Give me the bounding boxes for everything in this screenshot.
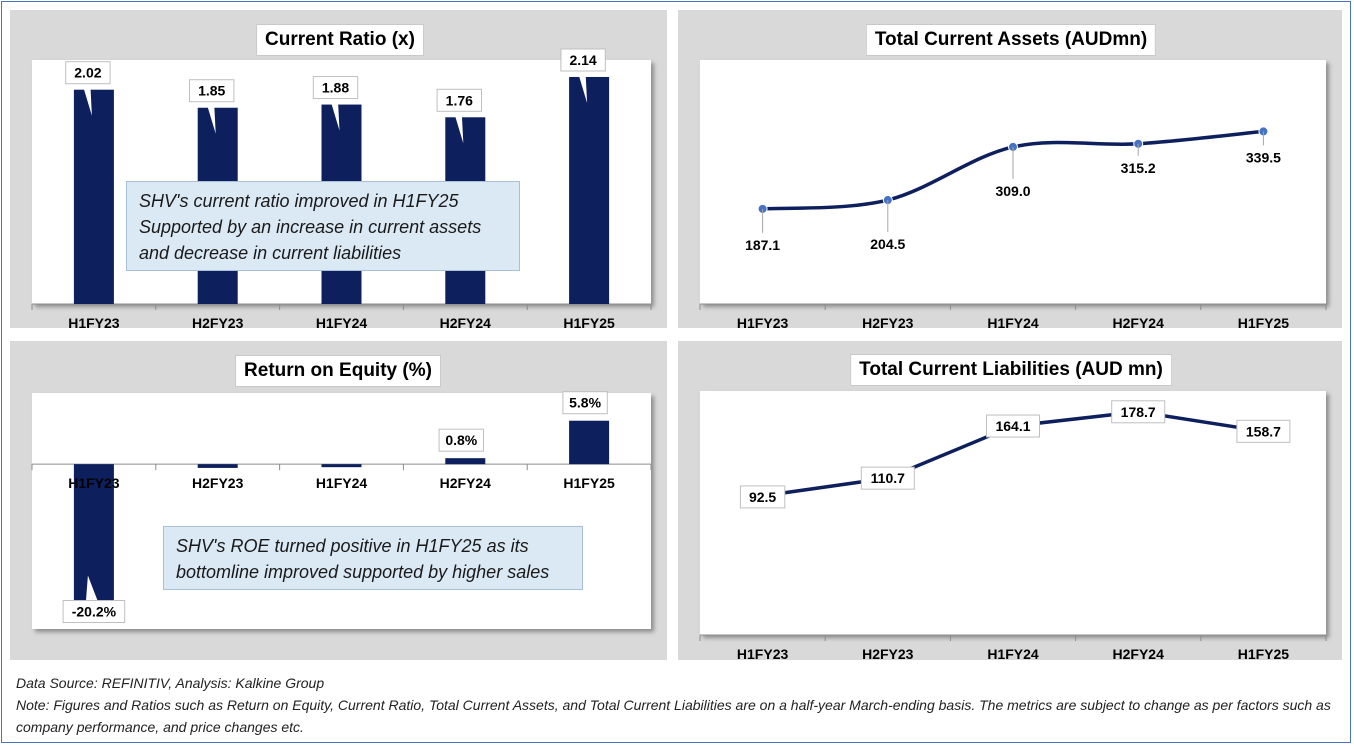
data-label-box: [986, 414, 1040, 438]
data-label-box: [436, 88, 483, 112]
roe-callout: SHV's ROE turned positive in H1FY25 as i…: [163, 526, 583, 590]
callout-line: SHV's ROE turned positive in H1FY25 as i…: [176, 536, 529, 556]
current-ratio-callout: SHV's current ratio improved in H1FY25 S…: [126, 181, 520, 271]
data-label-box: [438, 428, 485, 452]
callout-line: and decrease in current liabilities: [139, 243, 402, 263]
data-label-box: [65, 61, 111, 85]
x-tick-label: H1FY24: [316, 475, 368, 491]
data-label: 309.0: [995, 183, 1030, 199]
current-assets-title: Total Current Assets (AUDmn): [865, 24, 1157, 56]
x-tick-label: H1FY23: [68, 475, 120, 491]
data-label: 164.1: [995, 418, 1030, 434]
bar: [569, 76, 610, 305]
data-label: -20.2%: [72, 604, 117, 620]
data-label-box: [62, 600, 126, 624]
data-label-box: [860, 466, 915, 490]
label-pointer: [451, 103, 464, 144]
x-tick-label: H1FY25: [1238, 315, 1290, 331]
data-label: 339.5: [1246, 149, 1281, 165]
callout-line: Supported by an increase in current asse…: [139, 217, 482, 237]
data-label: 110.7: [871, 470, 905, 486]
current-assets-panel: 187.1 H1FY23 204.5 H2FY23 309.0 H1FY24 315.2 H2…: [678, 10, 1342, 331]
label-pointer: [575, 62, 588, 103]
data-label-box: [562, 391, 608, 415]
label-pointer: [327, 90, 340, 131]
data-label: 2.14: [569, 52, 596, 68]
current-ratio-panel: 2.02 H1FY23 1.85 H2FY23 1.88 H1FY24 1.76 H2FY24…: [10, 10, 667, 331]
roe-title: Return on Equity (%): [235, 355, 441, 387]
bar: [197, 464, 238, 468]
bar: [73, 464, 114, 616]
data-label-box: [1236, 419, 1291, 443]
data-source-text: Data Source: REFINITIV, Analysis: Kalkin…: [16, 675, 325, 691]
roe-plot: H1FY23 -20.2% H2FY23 H1FY24 H2FY24 0.8% H1FY25…: [31, 391, 652, 629]
data-label: 204.5: [870, 236, 905, 252]
data-label: 2.02: [74, 65, 101, 81]
label-pointer: [85, 575, 98, 602]
data-label-box: [189, 79, 235, 103]
current-liabilities-chart: 92.5 H1FY23 110.7 H2FY23 164.1 H1FY24 178.7 H2F…: [699, 400, 1327, 662]
x-tick-label: H1FY25: [563, 315, 615, 331]
current-assets-chart: 187.1 H1FY23 204.5 H2FY23 309.0 H1FY24 315.2 H2…: [699, 126, 1327, 331]
roe-chart: H1FY23 -20.2% H2FY23 H1FY24 H2FY24 0.8% H1FY25…: [31, 391, 652, 624]
data-label: 187.1: [745, 237, 780, 253]
current-ratio-title: Current Ratio (x): [256, 24, 424, 56]
bar: [569, 420, 610, 465]
data-label-box: [560, 48, 606, 72]
data-label-box: [1111, 400, 1166, 424]
data-label: 158.7: [1246, 423, 1281, 439]
x-tick-label: H2FY24: [440, 475, 492, 491]
current-assets-plot: 187.1 H1FY23 204.5 H2FY23 309.0 H1FY24 315.2 H2…: [699, 60, 1327, 331]
note-text: Note: Figures and Ratios such as Return …: [16, 697, 1331, 735]
current-liabilities-plot: 92.5 H1FY23 110.7 H2FY23 164.1 H1FY24 178.7 H2F…: [699, 391, 1327, 662]
footer: Data Source: REFINITIV, Analysis: Kalkin…: [16, 672, 1336, 738]
data-label-box: [739, 485, 786, 509]
bar: [73, 89, 114, 304]
data-label: 5.8%: [569, 395, 601, 411]
label-pointer: [79, 75, 92, 116]
roe-panel: H1FY23 -20.2% H2FY23 H1FY24 H2FY24 0.8% H1FY25…: [10, 341, 667, 660]
x-tick-label: H1FY24: [987, 315, 1039, 331]
x-tick-label: H2FY23: [192, 315, 244, 331]
x-tick-label: H2FY24: [1113, 646, 1165, 662]
data-label-box: [312, 76, 359, 100]
data-label: 1.88: [322, 80, 349, 96]
x-tick-label: H1FY23: [68, 315, 120, 331]
data-label: 178.7: [1121, 404, 1156, 420]
data-label: 1.85: [198, 83, 225, 99]
current-liabilities-panel: 92.5 H1FY23 110.7 H2FY23 164.1 H1FY24 178.7 H2F…: [678, 341, 1342, 662]
bar: [445, 458, 486, 465]
x-tick-label: H2FY24: [1113, 315, 1165, 331]
x-tick-label: H1FY24: [316, 315, 368, 331]
x-tick-label: H1FY23: [737, 315, 789, 331]
x-tick-label: H2FY23: [192, 475, 244, 491]
bar: [321, 464, 362, 468]
callout-line: SHV's current ratio improved in H1FY25: [139, 191, 459, 211]
data-label: 315.2: [1121, 160, 1156, 176]
label-pointer: [203, 93, 216, 134]
x-tick-label: H1FY24: [987, 646, 1039, 662]
x-tick-label: H1FY25: [563, 475, 615, 491]
x-tick-label: H2FY24: [440, 315, 492, 331]
data-label: 0.8%: [445, 432, 477, 448]
x-tick-label: H1FY23: [737, 646, 789, 662]
x-tick-label: H2FY23: [862, 315, 914, 331]
data-label: 92.5: [749, 489, 776, 505]
x-tick-label: H2FY23: [862, 646, 914, 662]
x-tick-label: H1FY25: [1238, 646, 1290, 662]
callout-line: bottomline improved supported by higher …: [176, 562, 550, 582]
data-label: 1.76: [446, 92, 473, 108]
current-liabilities-title: Total Current Liabilities (AUD mn): [850, 354, 1172, 386]
